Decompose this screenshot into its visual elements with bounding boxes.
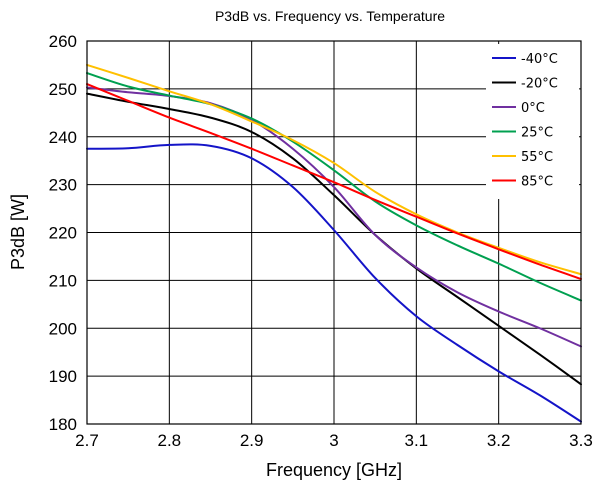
- y-tick-label: 230: [49, 176, 77, 195]
- y-tick-label: 240: [49, 128, 77, 147]
- plot-frame: [86, 40, 582, 425]
- y-tick-label: 200: [49, 319, 77, 338]
- y-tick-label: 260: [49, 32, 77, 51]
- series-line--40C: [86, 143, 582, 423]
- legend-background: [486, 44, 579, 199]
- y-tick-label: 190: [49, 367, 77, 386]
- x-tick-label: 3.3: [569, 431, 593, 450]
- x-tick-label: 3: [329, 431, 338, 450]
- tick-layer: 180 190 200 210 220 230 240 250 260 2.7 2.8 2.9 3 3.1…: [49, 32, 593, 450]
- chart-title: P3dB vs. Frequency vs. Temperature: [215, 8, 445, 24]
- series-line--20C: [86, 92, 582, 386]
- x-tick-label: 2.9: [240, 431, 264, 450]
- legend-label: -40°C: [521, 52, 558, 67]
- y-tick-label: 180: [49, 415, 77, 434]
- x-axis-label: Frequency [GHz]: [266, 460, 402, 480]
- grid-layer: [86, 40, 582, 425]
- legend-label: -20°C: [521, 77, 558, 92]
- legend-label: 55°C: [521, 150, 553, 165]
- x-tick-label: 3.2: [487, 431, 511, 450]
- legend: -40°C -20°C 0°C 25°C 55°C 85°C: [486, 44, 579, 199]
- y-tick-label: 220: [49, 224, 77, 243]
- series-layer: [86, 63, 582, 423]
- y-axis-label: P3dB [W]: [8, 194, 28, 270]
- x-tick-label: 2.8: [158, 431, 182, 450]
- legend-label: 25°C: [521, 126, 553, 141]
- series-line-25C: [86, 72, 582, 302]
- legend-label: 85°C: [521, 175, 553, 190]
- series-line-85C: [86, 83, 582, 280]
- y-tick-label: 210: [49, 271, 77, 290]
- x-tick-label: 3.1: [405, 431, 429, 450]
- legend-label: 0°C: [521, 101, 545, 116]
- x-tick-label: 2.7: [75, 431, 99, 450]
- series-line-55C: [86, 63, 582, 276]
- y-tick-label: 250: [49, 80, 77, 99]
